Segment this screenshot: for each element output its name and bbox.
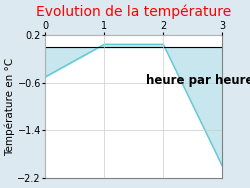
Y-axis label: Température en °C: Température en °C [4,58,15,156]
Title: Evolution de la température: Evolution de la température [36,4,232,19]
Text: heure par heure: heure par heure [146,74,250,87]
